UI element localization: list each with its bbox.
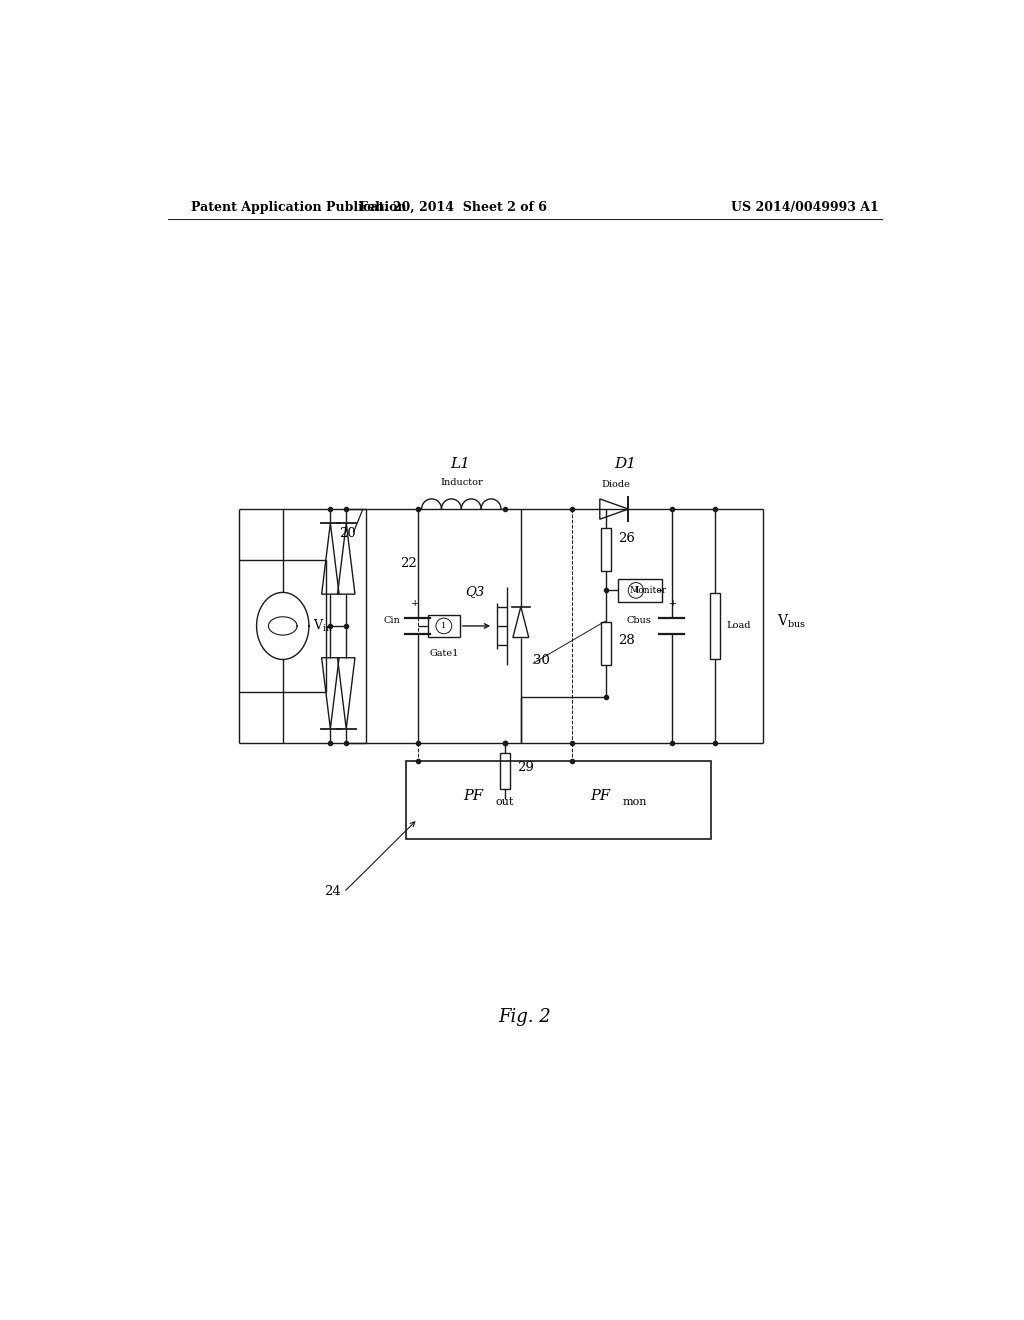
Bar <box>500 752 510 788</box>
Text: 22: 22 <box>399 557 417 570</box>
Text: 29: 29 <box>517 760 534 774</box>
Text: Q3: Q3 <box>465 586 484 598</box>
Text: 30: 30 <box>532 653 550 667</box>
Text: Fig. 2: Fig. 2 <box>499 1008 551 1026</box>
Text: 1: 1 <box>441 622 446 630</box>
Text: +: + <box>669 599 677 607</box>
Text: mon: mon <box>623 797 647 808</box>
Bar <box>240 560 327 692</box>
Bar <box>406 762 712 840</box>
Text: out: out <box>496 797 514 808</box>
Bar <box>601 623 611 665</box>
Bar <box>601 528 611 572</box>
Bar <box>618 579 662 602</box>
Bar <box>428 615 460 638</box>
Text: D1: D1 <box>614 458 637 471</box>
Text: 28: 28 <box>617 634 635 647</box>
Text: PF: PF <box>590 789 610 803</box>
Text: 26: 26 <box>617 532 635 545</box>
Text: US 2014/0049993 A1: US 2014/0049993 A1 <box>731 201 879 214</box>
Text: Cbus: Cbus <box>627 616 652 626</box>
Text: Load: Load <box>726 622 751 631</box>
Text: Gate1: Gate1 <box>429 649 459 659</box>
Text: V$_{\mathregular{in}}$: V$_{\mathregular{in}}$ <box>313 618 333 634</box>
Text: Inductor: Inductor <box>440 478 482 487</box>
Text: V$_{\mathregular{bus}}$: V$_{\mathregular{bus}}$ <box>777 612 807 630</box>
Text: 20: 20 <box>339 527 355 540</box>
Text: +: + <box>412 599 420 607</box>
Text: Feb. 20, 2014  Sheet 2 of 6: Feb. 20, 2014 Sheet 2 of 6 <box>359 201 547 214</box>
Text: L1: L1 <box>450 458 470 471</box>
Text: 24: 24 <box>325 886 341 899</box>
Text: Cin: Cin <box>383 616 400 626</box>
Bar <box>710 593 721 659</box>
Text: Monitor: Monitor <box>629 586 667 595</box>
Text: PF: PF <box>463 789 483 803</box>
Text: 1: 1 <box>634 586 638 594</box>
Text: Diode: Diode <box>601 479 630 488</box>
Text: Patent Application Publication: Patent Application Publication <box>191 201 407 214</box>
